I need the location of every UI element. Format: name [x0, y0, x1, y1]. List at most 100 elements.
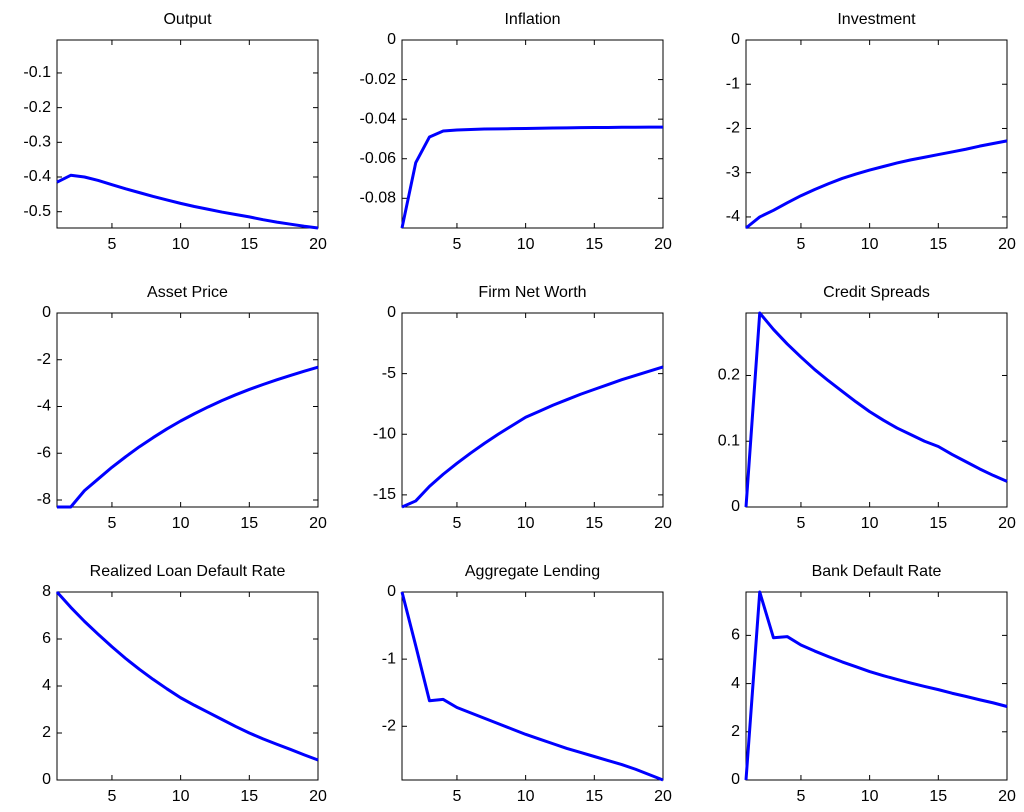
x-tick-label: 20 [998, 788, 1016, 805]
x-tick-label: 10 [861, 515, 879, 532]
x-tick-label: 5 [796, 236, 805, 253]
plot-area [401, 312, 664, 508]
subplot-title: Aggregate Lending [465, 563, 600, 580]
x-tick-label: 10 [861, 236, 879, 253]
x-tick-label: 15 [929, 788, 947, 805]
x-tick-label: 15 [240, 788, 258, 805]
x-tick-label: 5 [107, 788, 116, 805]
subplot-title: Investment [837, 11, 916, 28]
x-tick-label: 10 [172, 236, 190, 253]
x-tick-label: 5 [796, 788, 805, 805]
plot-area [56, 591, 319, 781]
y-tick-label: -2 [726, 120, 740, 137]
y-tick-label: 0 [387, 583, 396, 600]
x-tick-label: 15 [929, 515, 947, 532]
x-tick-label: 10 [517, 515, 535, 532]
y-tick-label: -0.06 [360, 150, 397, 167]
x-tick-label: 20 [654, 236, 672, 253]
y-tick-label: -4 [37, 398, 51, 415]
subplot: Output 5 10 15 20 -0.5 -0.4 -0.3 -0.2 -0.1 [23, 11, 327, 253]
y-tick-label: 0 [387, 304, 396, 321]
y-tick-label: 0 [42, 771, 51, 788]
x-tick-label: 10 [172, 515, 190, 532]
data-line [55, 590, 319, 762]
x-tick-label: 10 [172, 788, 190, 805]
y-tick-label: 0 [387, 31, 396, 48]
x-tick-label: 15 [929, 236, 947, 253]
y-tick-label: -0.2 [23, 99, 51, 116]
x-tick-label: 10 [517, 788, 535, 805]
x-tick-label: 5 [452, 236, 461, 253]
y-tick-label: 4 [42, 677, 51, 694]
y-tick-label: 0.2 [718, 367, 740, 384]
subplot-title: Bank Default Rate [812, 563, 942, 580]
x-tick-label: 20 [654, 788, 672, 805]
data-line [744, 311, 1008, 508]
subplot-title: Realized Loan Default Rate [90, 563, 286, 580]
data-line [745, 139, 1008, 230]
y-tick-label: -0.1 [23, 64, 51, 81]
data-line [744, 590, 1008, 781]
subplot: Bank Default Rate 5 10 15 20 0 2 4 6 [731, 563, 1016, 805]
data-line [401, 365, 664, 509]
x-tick-label: 10 [517, 236, 535, 253]
plot-area [56, 312, 319, 508]
subplot: Inflation 5 10 15 20 -0.08 -0.06 -0.04 -0.02 0 [360, 11, 672, 253]
y-tick-label: -1 [726, 75, 740, 92]
x-tick-label: 10 [861, 788, 879, 805]
subplot: Investment 5 10 15 20 -4 -3 -2 -1 0 [726, 11, 1016, 253]
x-tick-label: 20 [309, 236, 327, 253]
x-tick-label: 15 [585, 236, 603, 253]
y-tick-label: -8 [37, 491, 51, 508]
plot-area [401, 39, 664, 229]
plot-area [745, 39, 1008, 229]
plot-area [745, 591, 1008, 781]
x-tick-label: 20 [654, 515, 672, 532]
data-line [57, 365, 319, 509]
y-tick-label: -0.3 [23, 134, 51, 151]
y-tick-label: 8 [42, 583, 51, 600]
y-tick-label: 0.1 [718, 432, 740, 449]
x-tick-label: 5 [452, 515, 461, 532]
x-tick-label: 15 [240, 236, 258, 253]
y-tick-label: 0 [42, 304, 51, 321]
y-tick-label: 2 [42, 724, 51, 741]
y-tick-label: -6 [37, 444, 51, 461]
y-tick-label: 0 [731, 31, 740, 48]
subplot: Credit Spreads 5 10 15 20 0 0.1 0.2 [718, 284, 1016, 532]
y-tick-label: -1 [382, 650, 396, 667]
x-tick-label: 15 [585, 515, 603, 532]
y-tick-label: -0.4 [23, 168, 51, 185]
x-tick-label: 20 [998, 236, 1016, 253]
y-tick-label: -10 [373, 425, 396, 442]
x-tick-label: 5 [796, 515, 805, 532]
y-tick-label: -5 [382, 365, 396, 382]
y-tick-label: 6 [731, 627, 740, 644]
subplot-title: Credit Spreads [823, 284, 930, 301]
y-tick-label: -2 [382, 718, 396, 735]
subplot-title: Output [163, 11, 212, 28]
x-tick-label: 15 [240, 515, 258, 532]
plot-area [56, 39, 319, 229]
y-tick-label: 4 [731, 675, 740, 692]
subplot-title: Inflation [504, 11, 560, 28]
subplot: Aggregate Lending 5 10 15 20 -2 -1 0 [382, 563, 672, 805]
x-tick-label: 5 [452, 788, 461, 805]
subplot-title: Firm Net Worth [478, 284, 586, 301]
y-tick-label: -3 [726, 164, 740, 181]
data-line [56, 173, 319, 230]
subplot: Asset Price 5 10 15 20 -8 -6 -4 -2 0 [37, 284, 327, 532]
x-tick-label: 5 [107, 236, 116, 253]
data-line [400, 591, 664, 782]
y-tick-label: 2 [731, 723, 740, 740]
x-tick-label: 20 [309, 515, 327, 532]
subplot: Firm Net Worth 5 10 15 20 -15 -10 -5 0 [373, 284, 672, 532]
subplot: Realized Loan Default Rate 5 10 15 20 0 2 4 6 8 [42, 563, 327, 805]
data-line [400, 125, 663, 229]
y-tick-label: 0 [731, 498, 740, 515]
x-tick-label: 20 [309, 788, 327, 805]
y-tick-label: -2 [37, 351, 51, 368]
y-tick-label: -15 [373, 486, 396, 503]
x-tick-label: 5 [107, 515, 116, 532]
